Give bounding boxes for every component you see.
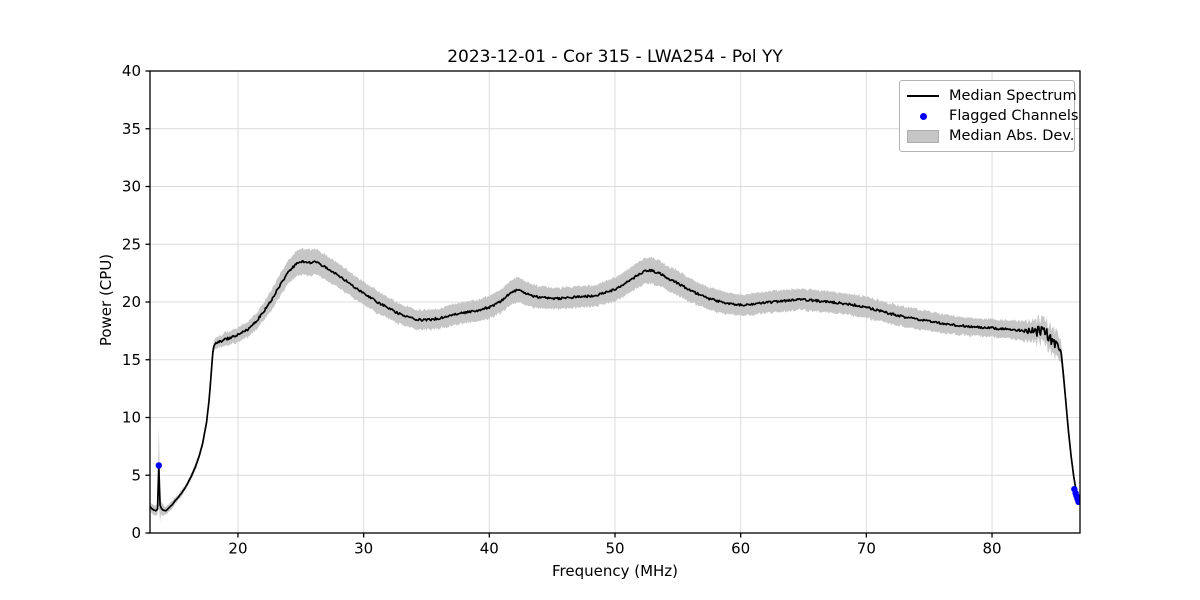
y-tick-label: 40	[122, 62, 141, 80]
tick-labels: 20 30 40 50 60 70 80 0 5 10 15 20 25 30 35 40	[122, 62, 1002, 558]
y-tick-label: 35	[122, 120, 141, 138]
chart-title: 2023-12-01 - Cor 315 - LWA254 - Pol YY	[447, 47, 783, 67]
y-tick-label: 25	[122, 235, 141, 253]
y-tick-label: 5	[131, 466, 141, 484]
x-tick-label: 50	[605, 540, 624, 558]
flagged-channel-dot-icon	[906, 112, 940, 120]
median-spectrum-line	[150, 259, 1080, 512]
y-tick-label: 10	[122, 409, 141, 427]
plot-data-layer	[150, 247, 1080, 523]
median-spectrum-line-icon	[906, 95, 940, 97]
x-tick-label: 60	[731, 540, 750, 558]
x-tick-label: 40	[480, 540, 499, 558]
y-axis-label: Power (CPU)	[97, 253, 115, 347]
y-tick-label: 30	[122, 178, 141, 196]
x-tick-label: 70	[857, 540, 876, 558]
legend: Median Spectrum Flagged Channels Median …	[899, 80, 1078, 152]
x-axis-label: Frequency (MHz)	[551, 562, 679, 580]
mad-band-patch-icon	[906, 129, 940, 143]
y-tick-label: 20	[122, 293, 141, 311]
flagged-channel-point	[155, 462, 162, 469]
legend-item-median-spectrum: Median Spectrum	[906, 86, 1077, 106]
legend-label: Median Abs. Dev.	[949, 128, 1075, 144]
legend-label: Flagged Channels	[949, 108, 1079, 124]
tick-marks	[145, 70, 993, 538]
y-tick-label: 0	[131, 524, 141, 542]
x-tick-label: 20	[228, 540, 247, 558]
legend-label: Median Spectrum	[949, 88, 1077, 104]
legend-item-median-abs-dev: Median Abs. Dev.	[906, 126, 1074, 146]
y-tick-label: 15	[122, 351, 141, 369]
flagged-channel-point	[1075, 498, 1080, 506]
x-tick-label: 80	[982, 540, 1001, 558]
legend-item-flagged-channels: Flagged Channels	[906, 106, 1078, 126]
x-tick-label: 30	[354, 540, 373, 558]
